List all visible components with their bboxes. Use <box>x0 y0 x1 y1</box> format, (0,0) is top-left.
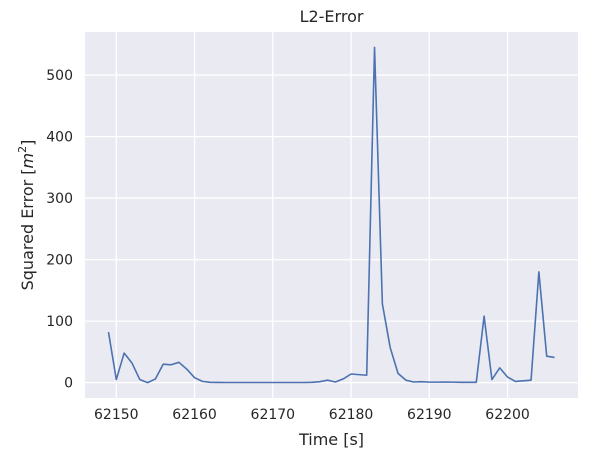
x-tick-label: 62170 <box>251 407 296 423</box>
y-axis-label-end: ] <box>18 140 37 146</box>
x-axis-label: Time [s] <box>298 430 364 449</box>
y-axis-label-var: m <box>18 153 37 169</box>
y-axis-label-exp: 2 <box>16 146 29 153</box>
x-tick-label: 62160 <box>172 407 217 423</box>
y-axis-label-main: Squared Error [ <box>18 168 37 290</box>
x-axis-ticks: 62150 62160 62170 62180 62190 62200 <box>94 407 530 423</box>
x-tick-label: 62190 <box>407 407 452 423</box>
x-tick-label: 62200 <box>485 407 530 423</box>
plot-area <box>85 32 578 398</box>
x-tick-label: 62180 <box>329 407 374 423</box>
y-tick-label: 100 <box>46 314 73 330</box>
y-axis-ticks: 0 100 200 300 400 500 <box>46 68 73 392</box>
y-tick-label: 0 <box>64 376 73 392</box>
y-tick-label: 200 <box>46 253 73 269</box>
grid <box>85 32 578 398</box>
y-tick-label: 500 <box>46 68 73 84</box>
series-line <box>107 46 555 384</box>
y-axis-label: Squared Error [m2] <box>16 140 37 291</box>
y-tick-label: 400 <box>46 130 73 146</box>
y-tick-label: 300 <box>46 191 73 207</box>
chart-title: L2-Error <box>300 7 364 26</box>
x-tick-label: 62150 <box>94 407 139 423</box>
